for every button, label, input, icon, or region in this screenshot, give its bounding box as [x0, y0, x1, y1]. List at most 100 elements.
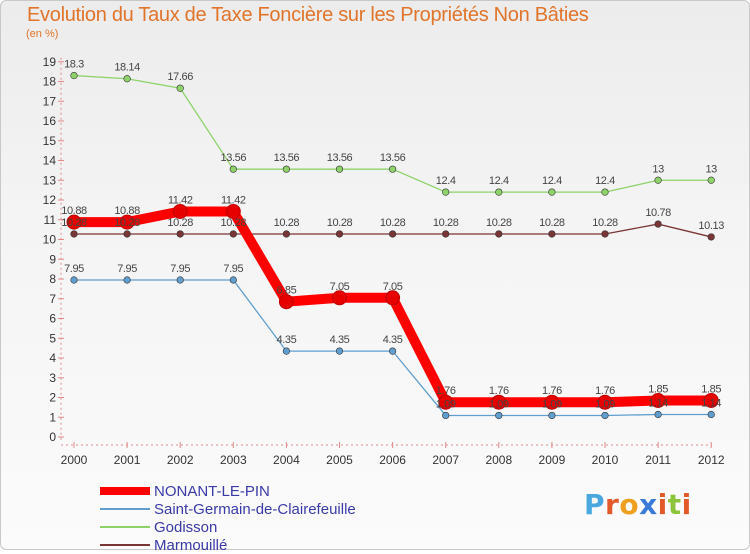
legend: NONANT-LE-PIN Saint-Germain-de-Clairefeui… — [100, 482, 356, 554]
data-label: 1.85 — [701, 383, 721, 395]
data-point — [282, 347, 291, 355]
data-point — [335, 230, 344, 238]
data-label: 13.56 — [327, 152, 353, 164]
data-label: 12.4 — [436, 175, 456, 187]
data-label: 11.42 — [221, 194, 246, 206]
y-tick-label: 6 — [49, 312, 56, 326]
series-line-2 — [73, 74, 712, 193]
data-point — [707, 410, 715, 419]
y-tick-label: 2 — [49, 391, 56, 405]
legend-item: Godisson — [100, 518, 356, 536]
legend-label: Marmouillé — [154, 536, 228, 554]
x-tick-label: 2003 — [220, 453, 247, 467]
proxiti-logo: Proxiti — [584, 488, 692, 521]
legend-swatch — [100, 508, 150, 510]
data-point — [176, 84, 184, 92]
data-point — [278, 294, 294, 310]
data-point — [176, 230, 184, 238]
legend-swatch — [100, 526, 150, 528]
legend-label: Godisson — [154, 518, 218, 536]
data-label: 13.56 — [380, 152, 406, 164]
data-label: 10.28 — [114, 217, 140, 229]
data-point — [176, 276, 184, 284]
y-tick-label: 4 — [49, 351, 56, 365]
data-point — [389, 230, 397, 238]
logo-letter: t — [667, 488, 682, 521]
data-label: 13.56 — [274, 152, 300, 164]
y-tick-label: 9 — [49, 252, 56, 266]
legend-swatch — [100, 487, 150, 495]
data-point — [601, 411, 609, 420]
data-label: 1.14 — [648, 397, 668, 409]
data-point — [491, 394, 507, 410]
y-tick-label: 0 — [49, 430, 56, 444]
data-label: 10.28 — [327, 217, 353, 229]
data-point — [123, 276, 131, 284]
legend-label: NONANT-LE-PIN — [154, 482, 270, 500]
data-label: 13 — [652, 163, 664, 175]
data-label: 10.28 — [167, 217, 193, 229]
data-point — [229, 230, 237, 238]
legend-item: Marmouillé — [100, 536, 356, 554]
data-label: 1.09 — [542, 398, 562, 410]
data-point — [172, 203, 188, 219]
data-label: 13 — [705, 163, 717, 175]
x-tick-label: 2010 — [592, 453, 619, 467]
data-label: 10.28 — [592, 217, 618, 229]
data-point — [548, 411, 556, 420]
data-label: 1.76 — [436, 385, 456, 397]
data-point — [495, 188, 503, 196]
data-point — [654, 220, 662, 228]
data-point — [335, 347, 344, 355]
data-point — [601, 230, 609, 238]
logo-letter: i — [681, 488, 692, 521]
data-point — [654, 410, 662, 419]
logo-letter: i — [657, 488, 668, 521]
y-tick-label: 10 — [43, 233, 57, 247]
data-label: 10.28 — [539, 217, 565, 229]
data-label: 1.76 — [489, 385, 509, 397]
data-label: 10.28 — [486, 217, 512, 229]
x-tick-label: 2005 — [326, 453, 353, 467]
data-point — [282, 165, 291, 173]
x-tick-label: 2001 — [114, 453, 141, 467]
data-point — [442, 188, 450, 196]
y-tick-label: 13 — [43, 173, 57, 187]
y-tick-label: 14 — [43, 154, 57, 168]
y-tick-label: 18 — [43, 75, 57, 89]
data-label: 12.4 — [542, 175, 562, 187]
x-tick-label: 2007 — [432, 453, 459, 467]
data-label: 10.28 — [61, 217, 87, 229]
data-label: 1.85 — [648, 383, 668, 395]
data-point — [229, 165, 237, 173]
data-label: 7.95 — [64, 263, 84, 275]
data-label: 17.66 — [167, 71, 193, 83]
data-point — [123, 230, 131, 238]
data-label: 7.05 — [330, 281, 350, 293]
x-tick-label: 2006 — [379, 453, 406, 467]
data-point — [650, 392, 666, 408]
data-point — [438, 394, 454, 410]
data-point — [654, 176, 662, 184]
x-tick-label: 2012 — [698, 453, 725, 467]
y-tick-label: 3 — [49, 371, 56, 385]
data-point — [123, 75, 131, 83]
data-label: 10.28 — [433, 217, 459, 229]
y-tick-label: 12 — [43, 193, 57, 207]
data-point — [601, 188, 609, 196]
chart-subtitle: (en %) — [26, 28, 59, 40]
data-point — [66, 214, 82, 230]
data-point — [385, 290, 401, 306]
data-label: 10.28 — [274, 217, 300, 229]
data-label: 4.35 — [330, 334, 350, 346]
data-point — [597, 394, 613, 410]
data-label: 10.78 — [645, 207, 671, 219]
data-label: 1.76 — [595, 385, 615, 397]
data-label: 1.76 — [542, 385, 562, 397]
data-label: 12.4 — [595, 175, 615, 187]
x-tick-label: 2004 — [273, 453, 300, 467]
data-label: 10.88 — [61, 205, 87, 217]
data-point — [70, 71, 78, 80]
data-point — [70, 230, 78, 238]
